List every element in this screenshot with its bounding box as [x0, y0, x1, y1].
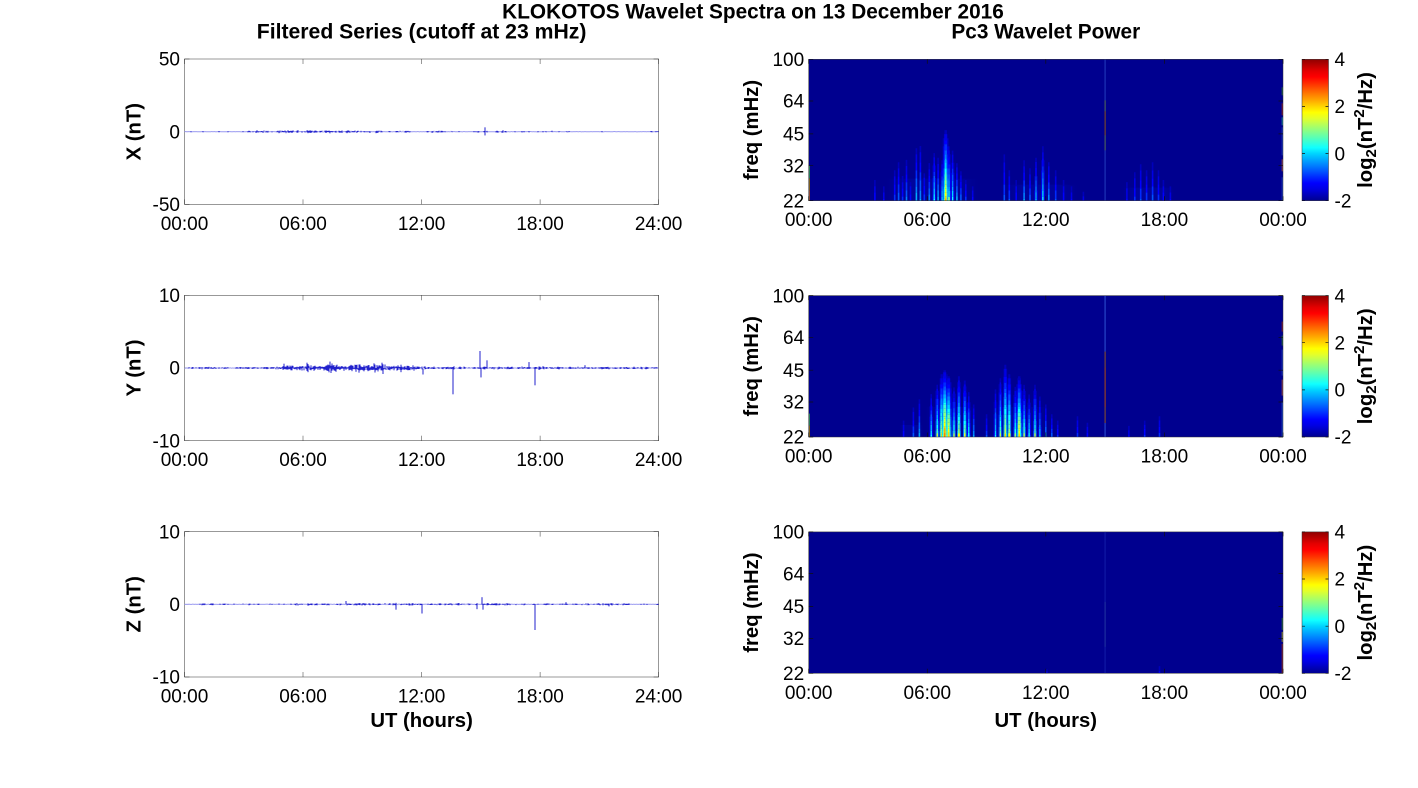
svg-text:Pc3 Wavelet Power: Pc3 Wavelet Power	[951, 21, 1140, 44]
svg-text:12:00: 12:00	[398, 687, 446, 708]
svg-text:45: 45	[783, 361, 804, 382]
svg-text:06:00: 06:00	[904, 447, 952, 468]
svg-text:log2(nT2/Hz): log2(nT2/Hz)	[1351, 72, 1380, 188]
svg-text:-10: -10	[153, 431, 180, 452]
svg-text:00:00: 00:00	[1259, 447, 1307, 468]
svg-text:18:00: 18:00	[1141, 447, 1189, 468]
svg-text:100: 100	[772, 286, 804, 307]
svg-text:00:00: 00:00	[161, 214, 209, 235]
svg-text:2: 2	[1335, 333, 1346, 354]
svg-text:0: 0	[1335, 617, 1346, 638]
svg-text:22: 22	[783, 664, 804, 685]
svg-text:24:00: 24:00	[635, 687, 683, 708]
svg-text:-10: -10	[153, 668, 180, 689]
svg-text:4: 4	[1335, 50, 1346, 71]
svg-text:24:00: 24:00	[635, 450, 683, 471]
svg-text:00:00: 00:00	[1259, 210, 1307, 231]
svg-text:18:00: 18:00	[1141, 683, 1189, 704]
svg-text:18:00: 18:00	[516, 214, 564, 235]
svg-text:00:00: 00:00	[785, 210, 833, 231]
svg-text:12:00: 12:00	[1022, 683, 1070, 704]
svg-text:Y (nT): Y (nT)	[124, 339, 146, 396]
svg-text:10: 10	[159, 286, 180, 307]
svg-text:UT (hours): UT (hours)	[370, 710, 473, 732]
svg-text:18:00: 18:00	[516, 687, 564, 708]
svg-text:22: 22	[783, 191, 804, 212]
svg-text:06:00: 06:00	[279, 214, 327, 235]
svg-text:24:00: 24:00	[635, 214, 683, 235]
svg-text:12:00: 12:00	[1022, 447, 1070, 468]
svg-text:Filtered Series (cutoff at 23: Filtered Series (cutoff at 23 mHz)	[257, 21, 587, 44]
svg-text:100: 100	[772, 50, 804, 71]
svg-text:12:00: 12:00	[1022, 210, 1070, 231]
svg-text:22: 22	[783, 428, 804, 449]
svg-text:freq (mHz): freq (mHz)	[741, 552, 763, 652]
svg-text:64: 64	[783, 328, 805, 349]
svg-text:2: 2	[1335, 97, 1346, 118]
svg-text:0: 0	[1335, 144, 1346, 165]
svg-text:12:00: 12:00	[398, 214, 446, 235]
svg-text:00:00: 00:00	[161, 450, 209, 471]
svg-text:2: 2	[1335, 570, 1346, 591]
svg-text:64: 64	[783, 564, 805, 585]
svg-text:0: 0	[169, 595, 180, 616]
svg-text:Z (nT): Z (nT)	[124, 576, 146, 632]
svg-text:06:00: 06:00	[279, 687, 327, 708]
svg-text:50: 50	[159, 50, 180, 71]
svg-text:00:00: 00:00	[785, 683, 833, 704]
svg-text:KLOKOTOS Wavelet Spectra on 13: KLOKOTOS Wavelet Spectra on 13 December …	[502, 1, 1004, 24]
svg-text:06:00: 06:00	[904, 210, 952, 231]
svg-text:00:00: 00:00	[161, 687, 209, 708]
svg-text:06:00: 06:00	[904, 683, 952, 704]
svg-text:45: 45	[783, 597, 804, 618]
svg-text:freq (mHz): freq (mHz)	[741, 80, 763, 180]
svg-text:32: 32	[783, 629, 804, 650]
svg-text:18:00: 18:00	[1141, 210, 1189, 231]
svg-text:4: 4	[1335, 523, 1346, 544]
svg-text:4: 4	[1335, 286, 1346, 307]
svg-text:-2: -2	[1335, 428, 1352, 449]
svg-text:06:00: 06:00	[279, 450, 327, 471]
svg-text:32: 32	[783, 393, 804, 414]
svg-text:-50: -50	[153, 195, 180, 216]
svg-text:X (nT): X (nT)	[124, 103, 146, 160]
svg-text:freq (mHz): freq (mHz)	[741, 316, 763, 416]
svg-text:00:00: 00:00	[1259, 683, 1307, 704]
svg-text:32: 32	[783, 156, 804, 177]
svg-text:log2(nT2/Hz): log2(nT2/Hz)	[1351, 308, 1380, 424]
svg-text:64: 64	[783, 92, 805, 113]
svg-text:45: 45	[783, 125, 804, 146]
svg-text:100: 100	[772, 523, 804, 544]
svg-text:UT (hours): UT (hours)	[995, 710, 1098, 732]
svg-text:0: 0	[1335, 381, 1346, 402]
svg-text:10: 10	[159, 522, 180, 543]
svg-text:0: 0	[169, 359, 180, 380]
svg-text:18:00: 18:00	[516, 450, 564, 471]
svg-text:log2(nT2/Hz): log2(nT2/Hz)	[1351, 545, 1380, 661]
svg-text:-2: -2	[1335, 664, 1352, 685]
svg-text:12:00: 12:00	[398, 450, 446, 471]
svg-text:0: 0	[169, 122, 180, 143]
svg-text:-2: -2	[1335, 191, 1352, 212]
svg-text:00:00: 00:00	[785, 447, 833, 468]
